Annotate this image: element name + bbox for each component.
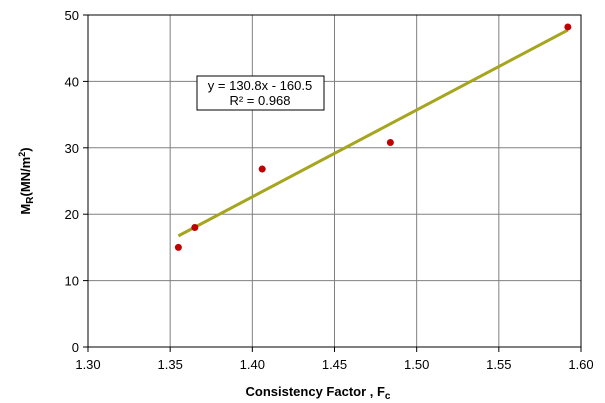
data-point [191, 223, 199, 231]
trendline-equation-box: y = 130.8x - 160.5 R² = 0.968 [196, 75, 325, 111]
x-tick-label: 1.35 [158, 357, 183, 372]
x-tick-label: 1.40 [240, 357, 265, 372]
x-tick-label: 1.30 [75, 357, 100, 372]
data-points [174, 23, 572, 251]
x-tick-label: 1.55 [486, 357, 511, 372]
y-axis-tick-labels: 0 10 20 30 40 50 [65, 8, 88, 355]
x-tick-label: 1.50 [404, 357, 429, 372]
y-tick-label: 50 [65, 8, 79, 23]
x-tick-label: 1.45 [322, 357, 347, 372]
y-tick-label: 10 [65, 274, 79, 289]
y-axis-title: MR(MN/m2) [17, 147, 36, 214]
trendline-r-squared: R² = 0.968 [229, 93, 290, 108]
data-point [174, 243, 182, 251]
x-axis-title: Consistency Factor , Fc [246, 384, 391, 402]
data-point [564, 23, 572, 31]
gridlines [88, 15, 581, 347]
y-tick-label: 40 [65, 74, 79, 89]
y-tick-label: 30 [65, 141, 79, 156]
x-tick-label: 1.60 [568, 357, 593, 372]
trendline [177, 28, 569, 238]
data-point [258, 165, 266, 173]
y-tick-label: 0 [72, 340, 79, 355]
trendline-equation: y = 130.8x - 160.5 [208, 78, 312, 93]
x-axis-tick-labels: 1.30 1.35 1.40 1.45 1.50 1.55 1.60 [75, 347, 594, 372]
y-tick-label: 20 [65, 207, 79, 222]
data-point [386, 138, 394, 146]
